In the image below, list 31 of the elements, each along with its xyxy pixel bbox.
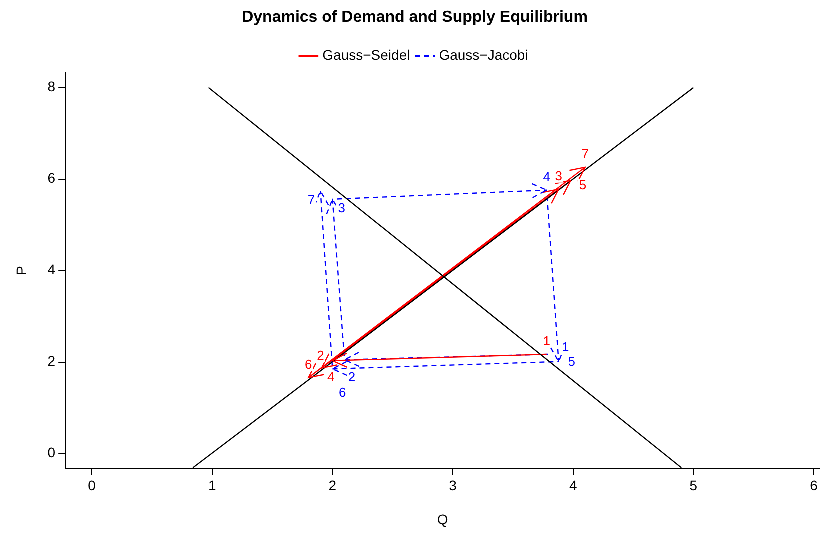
y-axis-title: P xyxy=(13,266,30,276)
legend-label: Gauss−Jacobi xyxy=(439,47,528,64)
y-tick-label: 4 xyxy=(48,262,56,278)
y-tick-label: 0 xyxy=(48,444,56,461)
annotation: 4 xyxy=(543,169,550,184)
chart-title: Dynamics of Demand and Supply Equilibrium xyxy=(242,9,588,26)
annotation: 1 xyxy=(543,334,550,349)
annotation: 7 xyxy=(582,146,589,162)
annotation: 5 xyxy=(568,354,576,369)
x-tick-label: 5 xyxy=(690,478,698,494)
annotation: 1 xyxy=(562,339,570,354)
annotation: 6 xyxy=(305,356,312,372)
annotation: 4 xyxy=(327,370,335,384)
annotation: 2 xyxy=(317,348,324,364)
annotation: 3 xyxy=(338,200,346,216)
x-axis-title: Q xyxy=(437,511,448,528)
annotation: 5 xyxy=(579,178,587,193)
y-tick-label: 8 xyxy=(48,78,56,95)
annotation: 6 xyxy=(339,385,346,400)
x-tick-label: 6 xyxy=(810,478,818,494)
x-tick-label: 2 xyxy=(328,478,337,494)
x-tick-label: 4 xyxy=(569,478,578,494)
y-tick-label: 6 xyxy=(48,170,56,186)
x-tick-label: 3 xyxy=(449,478,458,494)
annotation: 7 xyxy=(308,192,316,208)
y-tick-label: 2 xyxy=(48,353,56,370)
annotation: 2 xyxy=(348,370,356,385)
x-tick-label: 0 xyxy=(88,478,96,494)
annotation: 3 xyxy=(555,168,563,184)
x-tick-label: 1 xyxy=(208,478,216,494)
legend-label: Gauss−Seidel xyxy=(322,47,410,64)
